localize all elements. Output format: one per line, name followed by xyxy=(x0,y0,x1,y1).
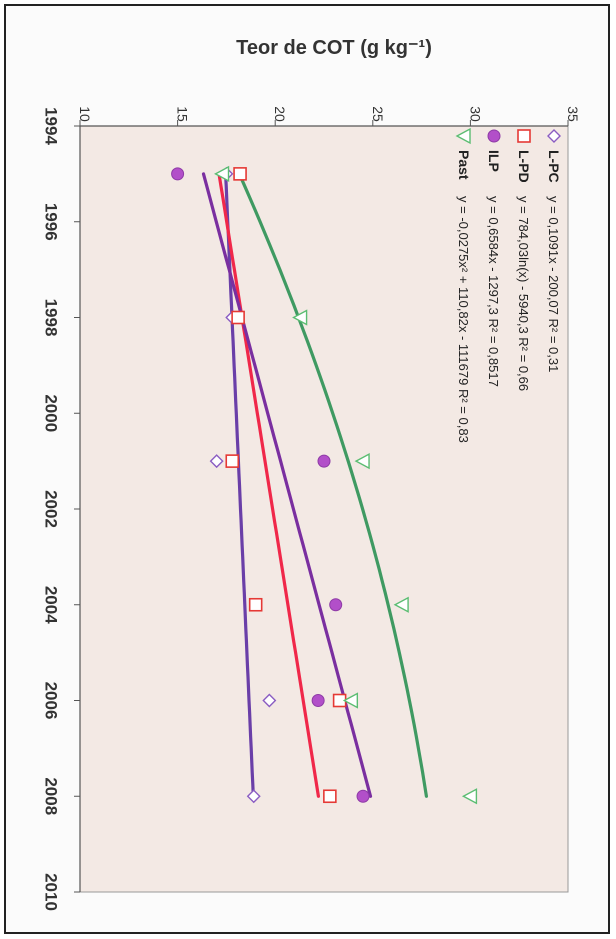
x-tick-label: 2002 xyxy=(42,490,61,528)
plot-area: Teor de COT (g kg⁻¹) 10 15 20 25 30 35 1994 1996… xyxy=(42,37,581,911)
point-l-pd xyxy=(233,167,247,181)
legend-marker-l-pc xyxy=(547,129,561,143)
point-l-pd xyxy=(231,310,245,325)
point-past xyxy=(292,309,308,326)
legend-name: L-PD xyxy=(516,150,532,183)
plot-background xyxy=(79,125,569,893)
y-tick-label: 25 xyxy=(370,106,386,122)
y-tick-label: 30 xyxy=(467,106,483,122)
point-l-pd xyxy=(323,789,337,804)
legend-name: Past xyxy=(456,150,472,180)
x-tick-label: 1998 xyxy=(42,299,61,337)
legend-equation: y = 784,03ln(x) - 5940,3 R² = 0,66 xyxy=(516,196,531,391)
point-past xyxy=(342,692,359,709)
point-ilp xyxy=(317,454,331,468)
y-tick-label: 15 xyxy=(175,106,191,122)
legend-entry-l-pc: L-PC y = 0,1091x - 200,07 R² = 0,31 xyxy=(546,150,562,372)
x-tick-label: 2000 xyxy=(42,394,61,432)
legend-name: ILP xyxy=(486,150,502,172)
legend-equation: y = -0,0275x² + 110,82x - 111679 R² = 0,… xyxy=(456,196,471,443)
x-tick-label: 2006 xyxy=(42,682,61,720)
legend-entry-l-pd: L-PD y = 784,03ln(x) - 5940,3 R² = 0,66 xyxy=(516,150,532,391)
chart-frame: Teor de COT (g kg⁻¹) 10 15 20 25 30 35 1994 1996… xyxy=(4,4,610,934)
point-l-pc xyxy=(262,693,277,708)
x-tick-label: 1994 xyxy=(42,107,61,145)
y-tick-label: 20 xyxy=(272,106,288,122)
legend-entry-past: Past y = -0,0275x² + 110,82x - 111679 R² … xyxy=(456,150,472,443)
trend-line-l-pd xyxy=(217,172,320,798)
y-axis-title: Teor de COT (g kg⁻¹) xyxy=(236,37,432,59)
point-ilp xyxy=(311,694,325,707)
point-past xyxy=(393,596,409,613)
x-tick-label: 1996 xyxy=(42,203,61,241)
legend-name: L-PC xyxy=(546,150,562,183)
y-tick-label: 35 xyxy=(565,106,581,122)
trend-line-ilp xyxy=(201,172,373,798)
point-l-pc xyxy=(209,454,224,469)
point-ilp xyxy=(171,167,185,181)
legend-marker-l-pd xyxy=(517,129,531,143)
point-l-pd xyxy=(225,454,240,468)
scatter-chart: Teor de COT (g kg⁻¹) 10 15 20 25 30 35 1994 1996… xyxy=(42,37,581,911)
legend-entry-ilp: ILP y = 0,6584x - 1297,3 R² = 0,8517 xyxy=(486,150,502,387)
legend-equation: y = 0,1091x - 200,07 R² = 0,31 xyxy=(546,196,561,372)
point-past xyxy=(461,788,478,805)
point-l-pd xyxy=(248,597,263,612)
x-tick-label: 2004 xyxy=(42,586,61,624)
point-past xyxy=(214,165,230,183)
point-l-pc xyxy=(246,789,261,804)
x-tick-label: 2010 xyxy=(42,873,61,911)
legend-marker-ilp xyxy=(487,129,501,143)
x-tick-label: 2008 xyxy=(42,777,61,815)
y-tick-label: 10 xyxy=(77,106,93,122)
point-ilp xyxy=(356,789,370,803)
point-past xyxy=(354,452,370,470)
trend-line-past xyxy=(237,172,428,798)
legend-equation: y = 0,6584x - 1297,3 R² = 0,8517 xyxy=(486,196,501,387)
point-ilp xyxy=(329,598,343,612)
legend-marker-past xyxy=(455,127,471,145)
